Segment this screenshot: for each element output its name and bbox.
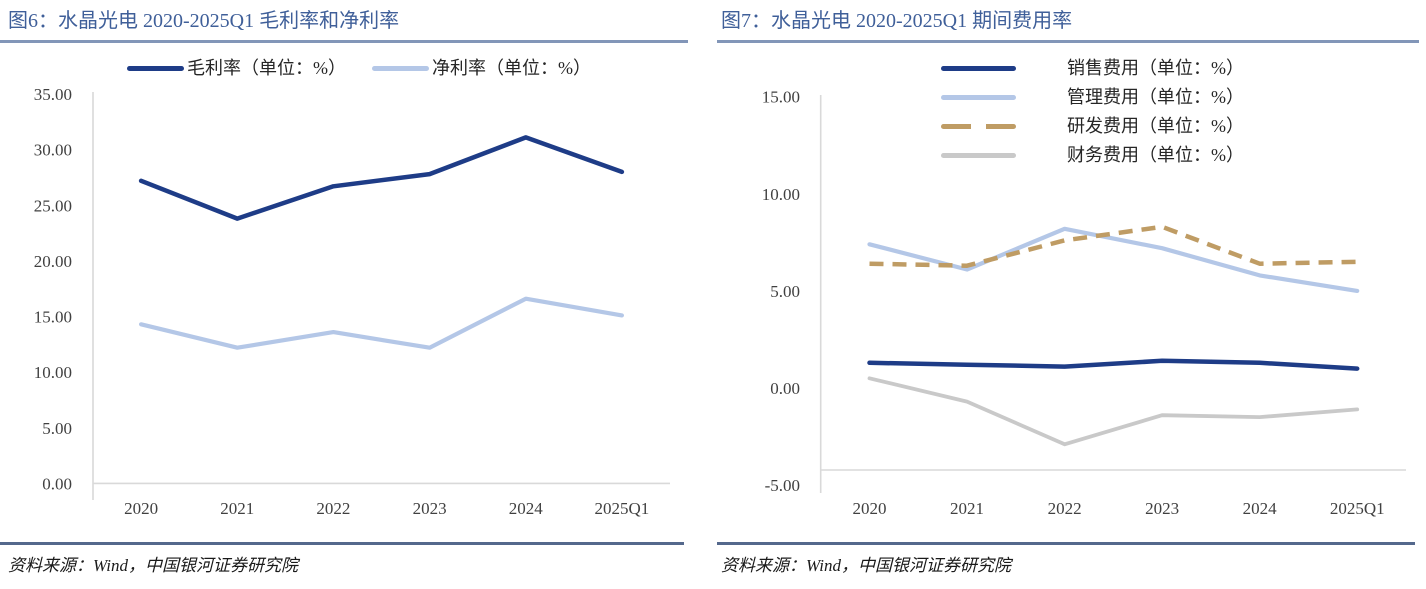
- chart-title: 图7：水晶光电 2020-2025Q1 期间费用率: [721, 10, 1073, 32]
- x-tick-label: 2020: [852, 499, 886, 518]
- x-tick-label: 2024: [1243, 499, 1278, 518]
- legend-item: 财务费用（单位：%）: [941, 145, 1244, 166]
- chart-line-series: [867, 358, 1360, 371]
- legend-item: 净利率（单位：%）: [372, 58, 591, 79]
- y-tick-label: 5.00: [42, 419, 72, 438]
- legend-label: 净利率（单位：%）: [432, 58, 591, 78]
- x-tick-label: 2023: [413, 499, 447, 518]
- legend-line-swatch: [372, 66, 429, 71]
- chart-line-series: [867, 226, 1360, 293]
- chart-legend: 毛利率（单位：%） 净利率（单位：%）: [127, 58, 591, 79]
- legend-line-swatch: [127, 66, 184, 71]
- y-tick-label: 15.00: [762, 88, 800, 107]
- x-tick-label: 2024: [509, 499, 544, 518]
- y-tick-label: 15.00: [34, 308, 72, 327]
- chart-panel-expense-ratios: 图7：水晶光电 2020-2025Q1 期间费用率 销售费用（单位：%） 管理费用…: [713, 0, 1426, 589]
- legend-item: 销售费用（单位：%）: [941, 58, 1244, 79]
- y-tick-label: 20.00: [34, 252, 72, 271]
- chart-line-series: [138, 135, 625, 221]
- x-tick-label: 2020: [124, 499, 158, 518]
- legend-item: 研发费用（单位：%）: [941, 116, 1244, 137]
- legend-label: 销售费用（单位：%）: [1067, 58, 1244, 78]
- x-tick-label: 2022: [1048, 499, 1082, 518]
- y-tick-label: 10.00: [762, 185, 800, 204]
- x-tick-label: 2025Q1: [595, 499, 650, 518]
- chart-title: 图6：水晶光电 2020-2025Q1 毛利率和净利率: [8, 10, 400, 32]
- y-tick-label: 0.00: [42, 474, 72, 493]
- chart-line-series: [869, 224, 1358, 268]
- legend-line-swatch: [941, 153, 1016, 158]
- y-tick-label: 35.00: [34, 85, 72, 104]
- y-tick-label: 0.00: [770, 379, 800, 398]
- legend-item: 管理费用（单位：%）: [941, 87, 1244, 108]
- x-tick-label: 2021: [220, 499, 254, 518]
- legend-line-swatch: [941, 124, 1016, 129]
- x-tick-label: 2025Q1: [1330, 499, 1385, 518]
- source-note: 资料来源：Wind，中国银河证券研究院: [8, 556, 298, 575]
- source-divider: [0, 542, 684, 545]
- title-divider: [717, 40, 1419, 43]
- line-chart-expense-ratios: 15.00 10.00 5.00 0.00 -5.00 2020 2021 2022 2023 2…: [762, 88, 1406, 518]
- x-tick-label: 2022: [316, 499, 350, 518]
- legend-item: 毛利率（单位：%）: [127, 58, 346, 79]
- chart-panel-margins: 图6：水晶光电 2020-2025Q1 毛利率和净利率 毛利率（单位：%） 净利率…: [0, 10, 688, 575]
- y-tick-label: 30.00: [34, 141, 72, 160]
- legend-label: 财务费用（单位：%）: [1067, 145, 1244, 165]
- source-divider: [717, 542, 1415, 545]
- x-tick-label: 2021: [950, 499, 984, 518]
- chart-legend: 销售费用（单位：%） 管理费用（单位：%） 研发费用（单位：%） 财务费用（单位：%）: [941, 58, 1244, 166]
- x-tick-label: 2023: [1145, 499, 1179, 518]
- y-tick-label: -5.00: [765, 476, 800, 495]
- line-chart-margins: 35.00 30.00 25.00 20.00 15.00 10.00 5.00 0.00 20…: [34, 85, 670, 518]
- legend-label: 研发费用（单位：%）: [1067, 116, 1244, 136]
- y-tick-label: 25.00: [34, 196, 72, 215]
- chart-line-series: [139, 296, 625, 350]
- chart-line-series: [867, 376, 1360, 447]
- title-divider: [0, 40, 688, 43]
- legend-line-swatch: [941, 66, 1016, 71]
- legend-line-swatch: [941, 95, 1016, 100]
- source-note: 资料来源：Wind，中国银河证券研究院: [721, 556, 1011, 575]
- y-tick-label: 5.00: [770, 282, 800, 301]
- legend-label: 毛利率（单位：%）: [187, 58, 346, 78]
- legend-label: 管理费用（单位：%）: [1067, 87, 1244, 107]
- y-tick-label: 10.00: [34, 363, 72, 382]
